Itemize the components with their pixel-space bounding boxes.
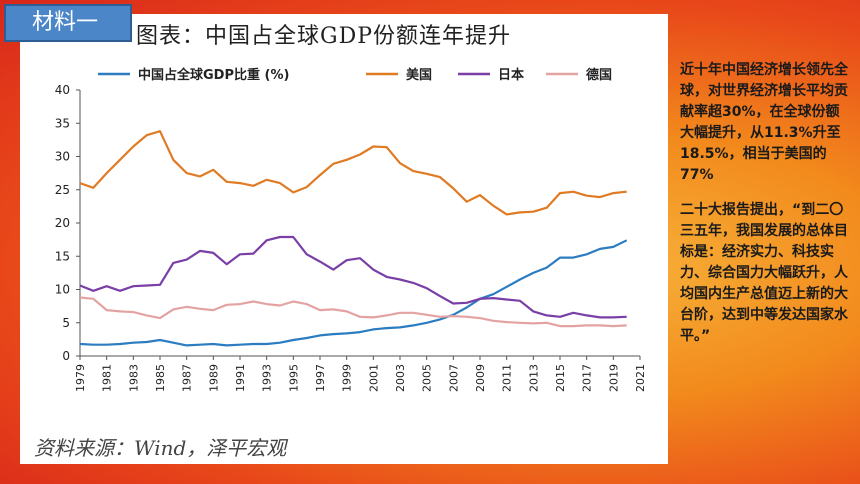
- y-tick-label: 25: [55, 183, 70, 197]
- source-note: 资料来源：Wind，泽平宏观: [34, 436, 287, 460]
- x-tick-label: 1993: [261, 364, 274, 392]
- legend-label-1: 中国占全球GDP比重 (%): [138, 67, 289, 83]
- x-tick-label: 1987: [181, 364, 194, 392]
- y-tick-label: 15: [55, 249, 70, 263]
- x-tick-label: 2001: [367, 364, 380, 392]
- series-line-2: [79, 130, 627, 216]
- x-tick-label: 2007: [447, 364, 460, 392]
- x-tick-label: 1985: [154, 364, 167, 392]
- x-tick-label: 1989: [207, 364, 220, 392]
- series-line-4: [79, 296, 627, 328]
- y-tick-label: 0: [62, 349, 70, 363]
- y-tick-label: 10: [55, 283, 70, 297]
- y-tick-label: 35: [55, 116, 70, 130]
- x-tick-label: 1999: [341, 364, 354, 392]
- side-text: 近十年中国经济增长领先全球，对世界经济增长平均贡献率超30%，在全球份额大幅提升…: [680, 60, 852, 361]
- line-chart: 0 5 10 15 20 25 30 35 40 1979 1981 1983 1985 1987 1989…: [55, 67, 647, 392]
- x-tick-label: 2011: [501, 364, 514, 392]
- chart-panel: 图表：中国占全球GDP份额连年提升 0 5 10 15 20 25 30 35 40 1979 19…: [20, 14, 668, 464]
- side-paragraph-2: 二十大报告提出，“到二〇三五年，我国发展的总体目标是：经济实力、科技实力、综合国…: [680, 202, 848, 344]
- side-paragraph-1: 近十年中国经济增长领先全球，对世界经济增长平均贡献率超30%，在全球份额大幅提升…: [680, 62, 848, 183]
- x-tick-label: 1991: [234, 364, 247, 392]
- y-tick-label: 20: [55, 216, 70, 230]
- x-tick-label: 1997: [314, 364, 327, 392]
- legend-label-4: 德国: [586, 67, 612, 83]
- x-tick-label: 2017: [581, 364, 594, 392]
- y-tick-label: 5: [62, 316, 70, 330]
- y-tick-label: 40: [55, 83, 70, 97]
- legend-label-3: 日本: [498, 67, 524, 83]
- x-tick-label: 1981: [101, 364, 114, 392]
- material-tag: 材料一: [4, 4, 132, 42]
- x-tick-label: 2021: [634, 364, 647, 392]
- x-tick-label: 2003: [394, 364, 407, 392]
- x-tick-label: 2005: [421, 364, 434, 392]
- x-tick-label: 1979: [74, 364, 87, 392]
- x-tick-label: 2013: [527, 364, 540, 392]
- y-tick-label: 30: [55, 150, 70, 164]
- x-tick-label: 1983: [127, 364, 140, 392]
- chart-title: 图表：中国占全球GDP份额连年提升: [136, 24, 512, 49]
- legend-label-2: 美国: [406, 67, 432, 83]
- series-line-3: [79, 235, 627, 319]
- x-tick-label: 2009: [474, 364, 487, 392]
- series-line-1: [79, 239, 628, 347]
- x-tick-label: 2015: [554, 364, 567, 392]
- x-tick-label: 2019: [607, 364, 620, 392]
- x-tick-label: 1995: [287, 364, 300, 392]
